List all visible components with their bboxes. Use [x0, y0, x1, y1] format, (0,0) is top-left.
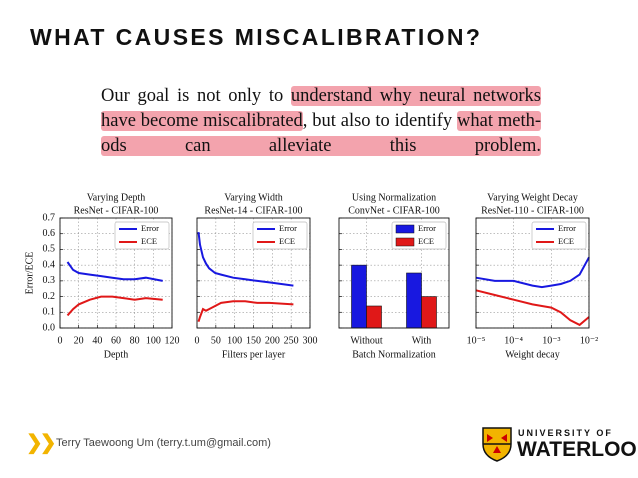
plot-frame — [59, 217, 173, 329]
footer: Terry Taewoong Um (terry.t.um@gmail.com) — [56, 437, 271, 449]
crest — [482, 427, 512, 462]
chart-title: Varying Depth — [87, 192, 146, 203]
bar — [406, 272, 422, 329]
y-tick-label: 0.5 — [43, 244, 56, 255]
x-tick-label: 0 — [58, 335, 63, 346]
x-tick-label: 50 — [211, 335, 221, 346]
x-tick-label: 10⁻³ — [542, 335, 560, 346]
x-axis-label: Filters per layer — [222, 349, 286, 360]
line-series — [66, 261, 163, 282]
plot-frame — [475, 217, 590, 329]
slide-title: WHAT CAUSES MISCALIBRATION? — [30, 24, 483, 50]
x-tick-label: 10⁻⁴ — [504, 335, 523, 346]
logo-text: WATERLOO — [517, 438, 637, 461]
x-tick-label: 300 — [303, 335, 318, 346]
bar — [366, 305, 382, 329]
legend-swatch — [395, 237, 415, 247]
x-tick-label: 120 — [165, 335, 180, 346]
line-series — [66, 295, 163, 317]
chart-title: Using Normalization — [352, 192, 436, 203]
highlighted-text: ods can alleviate this problem. — [101, 136, 541, 156]
legend-label: Error — [558, 223, 576, 233]
chart-subtitle: ResNet - CIFAR-100 — [74, 205, 159, 216]
x-tick-label: 10⁻² — [580, 335, 598, 346]
paragraph: Our goal is not only to understand why n… — [101, 84, 541, 159]
line-series — [475, 256, 590, 289]
line-series — [197, 300, 294, 323]
x-tick-label: 100 — [146, 335, 161, 346]
x-tick-label: Without — [350, 335, 383, 346]
y-tick-label: 0.4 — [43, 259, 56, 270]
chart-title: Varying Width — [224, 192, 283, 203]
chart-subtitle: ConvNet - CIFAR-100 — [348, 205, 439, 216]
legend-label: ECE — [279, 236, 295, 246]
x-axis-label: Depth — [104, 349, 128, 360]
y-tick-label: 0.3 — [43, 275, 56, 286]
plot-frame — [338, 217, 450, 329]
chart-title: Varying Weight Decay — [487, 192, 578, 203]
x-tick-label: 60 — [111, 335, 121, 346]
x-tick-label: 250 — [284, 335, 299, 346]
highlighted-text: what meth- — [457, 111, 541, 131]
x-tick-label: 200 — [265, 335, 280, 346]
bar — [421, 296, 437, 329]
highlighted-text: have become miscalibrated — [101, 111, 303, 131]
x-tick-label: 100 — [227, 335, 242, 346]
legend-label: Error — [418, 223, 436, 233]
x-tick-label: 0 — [195, 335, 200, 346]
legend-label: Error — [279, 223, 297, 233]
legend-label: ECE — [558, 236, 574, 246]
y-tick-label: 0.6 — [43, 228, 56, 239]
paragraph-line: Our goal is not only to understand why n… — [101, 84, 541, 109]
charts: Varying Depth ResNet - CIFAR-100 0.0 0.1 0.2… — [24, 192, 598, 360]
x-tick-label: 10⁻⁵ — [467, 335, 486, 346]
y-tick-label: 0.1 — [43, 307, 56, 318]
text: , but also to identify — [302, 111, 458, 131]
x-axis-label: Batch Normalization — [352, 349, 436, 360]
highlighted-text: understand why neural networks — [290, 86, 541, 106]
paragraph-line: ods can alleviate this problem. — [101, 134, 541, 159]
paragraph-line: have become miscalibrated, but also to i… — [101, 109, 541, 134]
x-tick-label: 150 — [246, 335, 261, 346]
chevron-icon: ❯❯ — [26, 432, 56, 454]
chart-subtitle: ResNet-110 - CIFAR-100 — [481, 205, 584, 216]
line-series — [197, 231, 294, 287]
bar — [351, 264, 367, 329]
legend-label: ECE — [418, 236, 434, 246]
line-series — [475, 289, 590, 327]
y-axis-label: Error/ECE — [24, 252, 35, 295]
chart-subtitle: ResNet-14 - CIFAR-100 — [204, 205, 302, 216]
legend-label: ECE — [141, 236, 157, 246]
x-tick-label: With — [412, 335, 432, 346]
x-axis-label: Weight decay — [505, 349, 559, 360]
y-tick-label: 0.0 — [43, 322, 56, 333]
y-tick-label: 0.7 — [43, 212, 56, 223]
text: Our goal is not only to — [101, 86, 291, 106]
x-tick-label: 40 — [92, 335, 102, 346]
x-tick-label: 20 — [74, 335, 84, 346]
legend-label: Error — [141, 223, 159, 233]
x-tick-label: 80 — [130, 335, 140, 346]
plot-frame — [196, 217, 311, 329]
legend-swatch — [395, 224, 415, 234]
logo-text: UNIVERSITY OF — [518, 428, 613, 438]
y-tick-label: 0.2 — [43, 291, 56, 302]
